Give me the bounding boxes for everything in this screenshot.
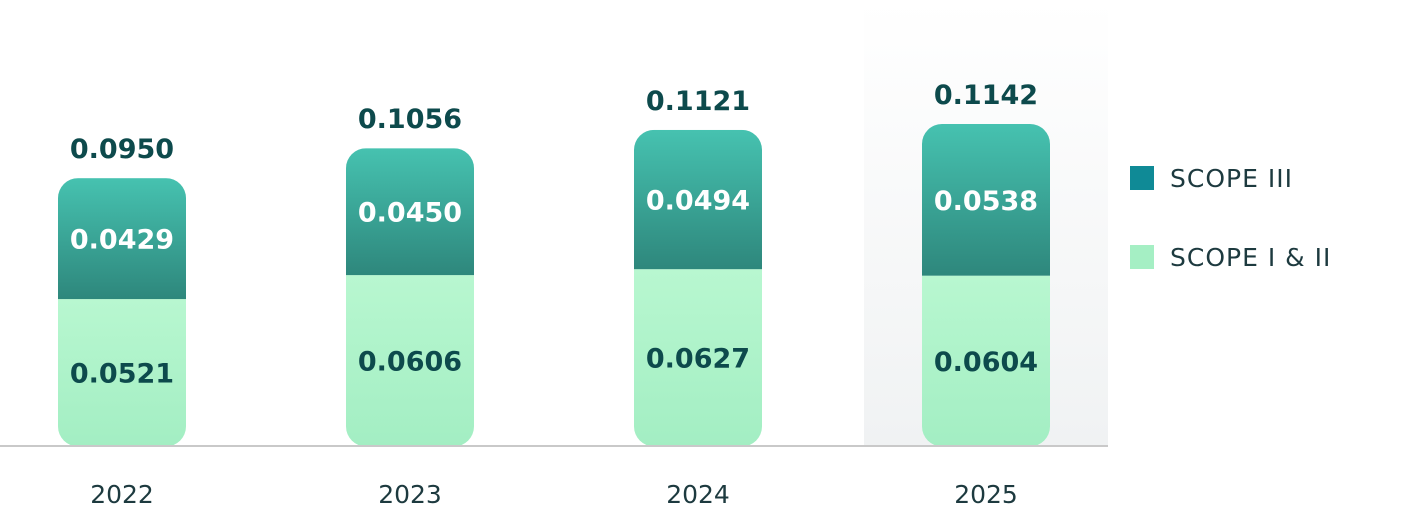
data-label-scope-iii-2025: 0.0538: [934, 186, 1038, 217]
x-tick-label-2024: 2024: [666, 480, 730, 509]
bar-stack-2025: [922, 123, 1050, 446]
bar-stack-2024: [634, 129, 762, 446]
data-label-scope-i-ii-2025: 0.0604: [934, 347, 1038, 378]
legend-swatch-scope-i-ii: [1130, 245, 1154, 269]
legend-swatch-scope-iii: [1130, 166, 1154, 190]
bar-scope-i-ii-2022: [58, 299, 186, 446]
data-label-scope-iii-2022: 0.0429: [70, 225, 174, 256]
data-label-scope-iii-2024: 0.0494: [646, 186, 750, 217]
bar-scope-iii-2025: [922, 123, 1050, 276]
data-label-scope-iii-2023: 0.0450: [358, 198, 462, 229]
bar-stack-2022: [58, 178, 186, 446]
bar-scope-iii-2022: [58, 178, 186, 300]
total-label-2022: 0.0950: [70, 134, 174, 165]
x-tick-label-2025: 2025: [954, 480, 1018, 509]
total-label-2024: 0.1121: [646, 86, 750, 117]
data-label-scope-i-ii-2023: 0.0606: [358, 347, 462, 378]
x-tick-label-2022: 2022: [90, 480, 154, 509]
data-label-scope-i-ii-2022: 0.0521: [70, 359, 174, 390]
total-label-2023: 0.1056: [358, 104, 462, 135]
total-label-2025: 0.1142: [934, 80, 1038, 111]
bar-scope-iii-2024: [634, 129, 762, 270]
legend-label-scope-i-ii: SCOPE I & II: [1170, 242, 1332, 272]
bar-scope-i-ii-2024: [634, 269, 762, 446]
bar-scope-iii-2023: [346, 148, 474, 276]
legend-label-scope-iii: SCOPE III: [1170, 163, 1293, 193]
data-label-scope-i-ii-2024: 0.0627: [646, 344, 750, 375]
bar-scope-i-ii-2023: [346, 275, 474, 446]
bar-stack-2023: [346, 148, 474, 446]
bar-scope-i-ii-2025: [922, 275, 1050, 446]
legend-item-scope-i-ii: SCOPE I & II: [1130, 239, 1400, 275]
x-tick-label-2023: 2023: [378, 480, 442, 509]
legend: SCOPE III SCOPE I & II: [1130, 160, 1400, 318]
legend-item-scope-iii: SCOPE III: [1130, 160, 1400, 196]
